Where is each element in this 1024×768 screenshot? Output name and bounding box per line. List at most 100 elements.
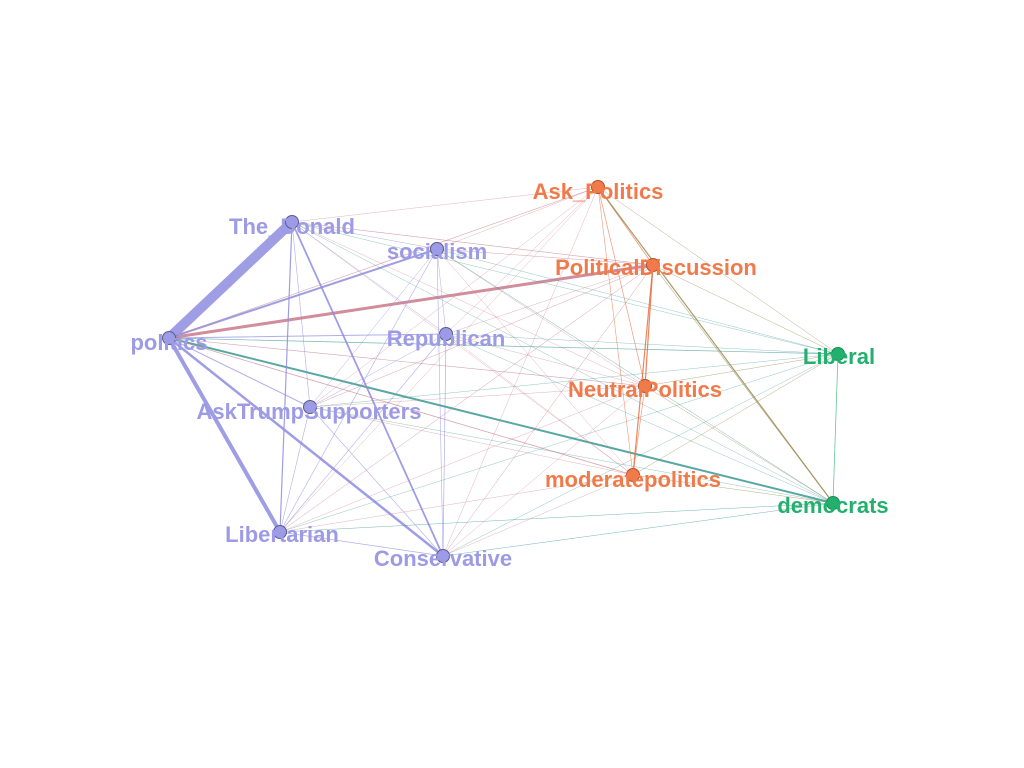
edge-politics-socialism bbox=[168, 248, 438, 339]
edge-The_Donald-Ask_Politics bbox=[291, 186, 599, 223]
edge-socialism-democrats bbox=[436, 248, 834, 504]
edge-AskTrumpSupporters-PoliticalDiscussion bbox=[309, 264, 654, 408]
edge-socialism-PoliticalDiscussion bbox=[436, 248, 654, 266]
edge-moderatepolitics-democrats bbox=[632, 474, 834, 504]
edge-politics-NeutralPolitics bbox=[168, 337, 646, 387]
edge-PoliticalDiscussion-democrats bbox=[652, 264, 834, 504]
edge-politics-Republican bbox=[168, 333, 447, 339]
edge-NeutralPolitics-moderatepolitics bbox=[632, 385, 646, 476]
edge-AskTrumpSupporters-democrats bbox=[309, 406, 834, 504]
edge-socialism-moderatepolitics bbox=[436, 248, 634, 476]
edge-Republican-democrats bbox=[445, 333, 834, 504]
edge-politics-democrats bbox=[168, 337, 834, 504]
edge-The_Donald-Libertarian bbox=[279, 221, 293, 533]
edge-Conservative-Liberal bbox=[442, 353, 839, 557]
edge-Republican-moderatepolitics bbox=[445, 333, 634, 476]
edge-politics-AskTrumpSupporters bbox=[168, 337, 311, 408]
edge-The_Donald-moderatepolitics bbox=[291, 221, 634, 476]
edge-socialism-Republican bbox=[436, 248, 447, 335]
edge-politics-Conservative bbox=[167, 336, 445, 558]
edge-socialism-Conservative bbox=[436, 248, 444, 557]
edge-The_Donald-Republican bbox=[291, 221, 447, 335]
node-layer bbox=[162, 180, 845, 563]
edge-politics-Liberal bbox=[168, 337, 839, 355]
edge-Conservative-NeutralPolitics bbox=[442, 385, 646, 557]
edge-Republican-Libertarian bbox=[279, 333, 447, 533]
edge-politics-The_Donald bbox=[164, 217, 297, 343]
edge-The_Donald-democrats bbox=[291, 221, 834, 504]
edge-politics-Ask_Politics bbox=[168, 186, 599, 339]
edge-socialism-NeutralPolitics bbox=[436, 248, 646, 387]
node-label-PoliticalDiscussion: PoliticalDiscussion bbox=[555, 255, 757, 280]
edge-Republican-AskTrumpSupporters bbox=[309, 333, 447, 408]
edge-The_Donald-PoliticalDiscussion bbox=[291, 221, 654, 266]
node-socialism[interactable] bbox=[430, 242, 444, 256]
node-The_Donald[interactable] bbox=[285, 215, 299, 229]
edge-socialism-Liberal bbox=[436, 248, 839, 355]
edge-politics-Libertarian bbox=[167, 336, 282, 534]
node-label-Republican: Republican bbox=[387, 326, 506, 351]
node-label-AskTrumpSupporters: AskTrumpSupporters bbox=[197, 399, 422, 424]
node-Libertarian[interactable] bbox=[273, 525, 287, 539]
edge-Conservative-moderatepolitics bbox=[442, 474, 634, 557]
edge-Libertarian-democrats bbox=[279, 502, 834, 533]
node-label-democrats: democrats bbox=[777, 493, 888, 518]
edge-Ask_Politics-moderatepolitics bbox=[597, 186, 634, 476]
edge-Conservative-PoliticalDiscussion bbox=[442, 264, 654, 557]
node-politics[interactable] bbox=[162, 331, 176, 345]
edge-Libertarian-PoliticalDiscussion bbox=[279, 264, 654, 533]
edge-The_Donald-AskTrumpSupporters bbox=[291, 221, 311, 408]
node-AskTrumpSupporters[interactable] bbox=[303, 400, 317, 414]
edge-AskTrumpSupporters-NeutralPolitics bbox=[309, 385, 646, 408]
node-democrats[interactable] bbox=[826, 496, 840, 510]
node-label-NeutralPolitics: NeutralPolitics bbox=[568, 377, 722, 402]
edge-AskTrumpSupporters-moderatepolitics bbox=[309, 406, 634, 476]
edge-AskTrumpSupporters-Conservative bbox=[309, 406, 444, 557]
edge-politics-PoliticalDiscussion bbox=[167, 263, 655, 340]
edge-The_Donald-Conservative bbox=[291, 221, 444, 557]
node-label-Libertarian: Libertarian bbox=[225, 522, 339, 547]
edge-The_Donald-socialism bbox=[291, 221, 438, 250]
node-label-Conservative: Conservative bbox=[374, 546, 512, 571]
node-label-socialism: socialism bbox=[387, 239, 487, 264]
edge-Republican-Conservative bbox=[442, 333, 447, 557]
edge-Republican-Ask_Politics bbox=[445, 186, 599, 335]
edge-moderatepolitics-Liberal bbox=[632, 353, 839, 476]
node-Ask_Politics[interactable] bbox=[591, 180, 605, 194]
edge-NeutralPolitics-democrats bbox=[644, 385, 834, 504]
node-label-The_Donald: The_Donald bbox=[229, 214, 355, 239]
edge-The_Donald-NeutralPolitics bbox=[291, 221, 646, 387]
node-moderatepolitics[interactable] bbox=[626, 468, 640, 482]
edge-PoliticalDiscussion-moderatepolitics bbox=[632, 264, 654, 476]
edge-Conservative-Ask_Politics bbox=[442, 186, 599, 557]
edge-Republican-Liberal bbox=[445, 333, 839, 355]
edge-AskTrumpSupporters-Libertarian bbox=[279, 406, 311, 533]
node-label-Liberal: Liberal bbox=[803, 344, 875, 369]
edge-Libertarian-Conservative bbox=[279, 531, 444, 557]
edge-Libertarian-moderatepolitics bbox=[279, 474, 634, 533]
edge-The_Donald-Liberal bbox=[291, 221, 839, 355]
edge-Libertarian-NeutralPolitics bbox=[279, 385, 646, 533]
edge-layer bbox=[164, 186, 839, 558]
edge-NeutralPolitics-Liberal bbox=[644, 353, 839, 387]
edge-Ask_Politics-democrats bbox=[597, 186, 834, 504]
edge-Ask_Politics-NeutralPolitics bbox=[597, 186, 646, 387]
node-Republican[interactable] bbox=[439, 327, 453, 341]
edge-Libertarian-Ask_Politics bbox=[279, 186, 599, 533]
node-Liberal[interactable] bbox=[831, 347, 845, 361]
edge-socialism-Libertarian bbox=[279, 248, 438, 533]
edge-PoliticalDiscussion-Liberal bbox=[652, 264, 839, 355]
node-PoliticalDiscussion[interactable] bbox=[646, 258, 660, 272]
edge-Liberal-democrats bbox=[832, 353, 839, 504]
edge-Ask_Politics-Liberal bbox=[597, 186, 839, 355]
edge-socialism-AskTrumpSupporters bbox=[309, 248, 438, 408]
edge-AskTrumpSupporters-Ask_Politics bbox=[309, 186, 599, 408]
edge-Republican-PoliticalDiscussion bbox=[445, 264, 654, 335]
node-label-moderatepolitics: moderatepolitics bbox=[545, 467, 721, 492]
node-Conservative[interactable] bbox=[436, 549, 450, 563]
edge-socialism-Ask_Politics bbox=[436, 186, 599, 250]
node-label-politics: politics bbox=[130, 330, 207, 355]
node-NeutralPolitics[interactable] bbox=[638, 379, 652, 393]
edge-Republican-NeutralPolitics bbox=[445, 333, 646, 387]
